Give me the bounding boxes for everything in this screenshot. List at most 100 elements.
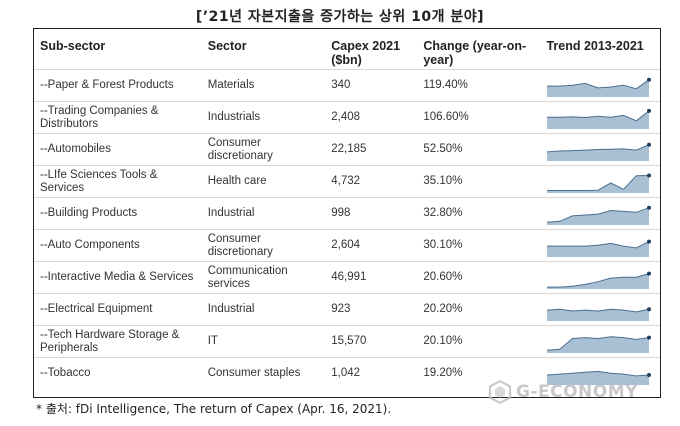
- sparkline-area: [547, 144, 650, 161]
- table-row: --Paper & Forest Products Materials 340 119…: [34, 69, 660, 102]
- sparkline-area: [547, 241, 650, 257]
- trend-cell: [540, 133, 660, 166]
- header-capex: Capex 2021 ($bn): [331, 39, 401, 67]
- sector-cell: Industrials: [201, 101, 326, 134]
- change-cell: 35.10%: [417, 165, 541, 198]
- trend-cell: [540, 69, 660, 102]
- sparkline-line: [547, 240, 650, 248]
- sparkline-end-dot: [647, 142, 652, 147]
- change-cell: 20.60%: [417, 261, 541, 294]
- table-header-row: Sub-sector Sector Capex 2021 ($bn) Chang…: [34, 33, 660, 70]
- subsector-cell: --Trading Companies & Distributors: [34, 101, 202, 134]
- sector-cell: Industrial: [201, 293, 326, 326]
- trend-cell: [540, 229, 660, 262]
- sparkline-end-dot: [647, 239, 652, 244]
- sparkline-end-dot: [647, 108, 652, 113]
- table-row: --Automobiles Consumer discretionary 22,18…: [34, 133, 660, 166]
- sparkline-end-dot: [647, 205, 652, 210]
- table-row: --Interactive Media & Services Communicat…: [34, 261, 660, 294]
- capex-cell: 1,042: [325, 357, 418, 389]
- table-row: --Tech Hardware Storage & Peripherals IT 1…: [34, 325, 660, 358]
- sparkline-line: [547, 78, 650, 89]
- capex-cell: 998: [325, 197, 418, 230]
- sector-cell: IT: [201, 325, 326, 358]
- table-row: --Auto Components Consumer discretionary 2…: [34, 229, 660, 262]
- sparkline-area: [547, 207, 650, 225]
- sparkline-line: [547, 272, 650, 288]
- capex-table: Sub-sector Sector Capex 2021 ($bn) Chang…: [34, 33, 660, 389]
- subsector-cell: --Electrical Equipment: [34, 293, 202, 326]
- subsector-cell: --Building Products: [34, 197, 202, 230]
- trend-cell: [540, 357, 660, 389]
- capex-cell: 4,732: [325, 165, 418, 198]
- sparkline-line: [547, 143, 650, 152]
- sector-cell: Consumer staples: [201, 357, 326, 389]
- trend-cell: [540, 197, 660, 230]
- sparkline-line: [547, 206, 650, 223]
- table-row: --Trading Companies & Distributors Indust…: [34, 101, 660, 134]
- trend-sparkline: [547, 271, 652, 289]
- change-cell: 106.60%: [417, 101, 541, 134]
- subsector-cell: --Interactive Media & Services: [34, 261, 202, 294]
- trend-sparkline: [547, 370, 652, 385]
- sector-cell: Communication services: [201, 261, 326, 294]
- source-footnote: * 출처: fDi Intelligence, The return of Ca…: [36, 402, 392, 416]
- table-row: --LIfe Sciences Tools & Services Health c…: [34, 165, 660, 198]
- sector-cell: Consumer discretionary: [201, 133, 326, 166]
- trend-sparkline: [547, 239, 652, 257]
- change-cell: 52.50%: [417, 133, 541, 166]
- sparkline-end-dot: [647, 172, 652, 177]
- subsector-cell: --LIfe Sciences Tools & Services: [34, 165, 202, 198]
- header-trend: Trend 2013-2021: [546, 39, 644, 53]
- trend-sparkline: [547, 205, 652, 225]
- sparkline-end-dot: [647, 306, 652, 311]
- header-subsector: Sub-sector: [40, 39, 106, 53]
- trend-cell: [540, 165, 660, 198]
- sparkline-line: [547, 110, 650, 121]
- capex-cell: 22,185: [325, 133, 418, 166]
- table-row: --Building Products Industrial 998 32.80%: [34, 197, 660, 230]
- subsector-cell: --Automobiles: [34, 133, 202, 166]
- trend-cell: [540, 293, 660, 326]
- trend-cell: [540, 101, 660, 134]
- table-row: --Electrical Equipment Industrial 923 20.20…: [34, 293, 660, 326]
- trend-sparkline: [547, 142, 652, 161]
- trend-cell: [540, 325, 660, 358]
- change-cell: 32.80%: [417, 197, 541, 230]
- sector-cell: Consumer discretionary: [201, 229, 326, 262]
- subsector-cell: --Auto Components: [34, 229, 202, 262]
- subsector-cell: --Tech Hardware Storage & Peripherals: [34, 325, 202, 358]
- change-cell: 30.10%: [417, 229, 541, 262]
- trend-sparkline: [547, 335, 652, 353]
- capex-cell: 15,570: [325, 325, 418, 358]
- header-change: Change (year-on-year): [423, 39, 527, 67]
- watermark-logo: G-ECONOMY: [488, 380, 638, 404]
- trend-sparkline: [547, 108, 652, 129]
- sparkline-area: [547, 336, 650, 353]
- trend-sparkline: [547, 77, 652, 97]
- sparkline-line: [547, 308, 650, 312]
- change-cell: 19.20%: [417, 357, 541, 389]
- trend-sparkline: [547, 172, 652, 193]
- capex-table-frame: Sub-sector Sector Capex 2021 ($bn) Chang…: [33, 28, 661, 398]
- subsector-cell: --Tobacco: [34, 357, 202, 389]
- trend-cell: [540, 261, 660, 294]
- capex-cell: 2,408: [325, 101, 418, 134]
- sector-cell: Health care: [201, 165, 326, 198]
- capex-cell: 46,991: [325, 261, 418, 294]
- header-sector: Sector: [207, 39, 247, 53]
- table-title: [’21년 자본지출을 증가하는 상위 10개 분야]: [195, 9, 485, 25]
- sector-cell: Materials: [201, 69, 326, 102]
- capex-cell: 340: [325, 69, 418, 102]
- change-cell: 20.10%: [417, 325, 541, 358]
- sparkline-line: [547, 174, 650, 191]
- table-row: --Tobacco Consumer staples 1,042 19.20%: [34, 357, 660, 389]
- sparkline-end-dot: [647, 335, 652, 340]
- change-cell: 119.40%: [417, 69, 541, 102]
- g-economy-logo-icon: [489, 380, 511, 404]
- sparkline-area: [547, 308, 650, 321]
- trend-sparkline: [547, 306, 652, 321]
- sparkline-line: [547, 335, 650, 351]
- change-cell: 20.20%: [417, 293, 541, 326]
- sparkline-end-dot: [647, 77, 652, 82]
